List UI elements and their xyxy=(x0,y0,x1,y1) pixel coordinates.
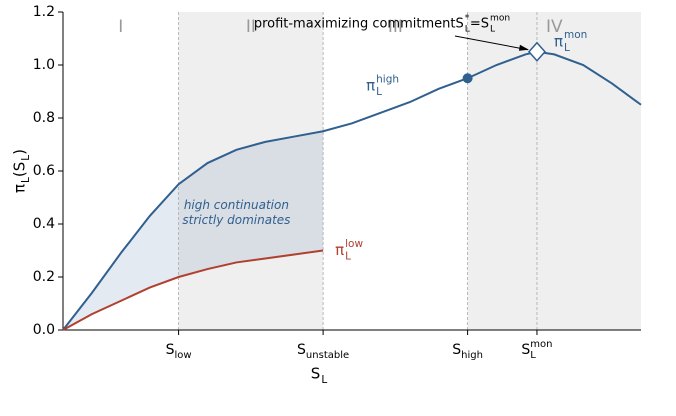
fill-note: strictly dominates xyxy=(182,213,290,227)
x-axis-title-part: L xyxy=(321,374,327,386)
y-axis-title-part: S xyxy=(11,162,29,172)
fill-note: high continuation xyxy=(184,198,289,212)
y-axis-title-part: ( xyxy=(11,171,29,177)
annotation-part: L xyxy=(490,25,496,35)
region-label: II xyxy=(246,17,256,37)
series-line xyxy=(62,50,642,331)
annotation-part: S xyxy=(455,17,463,32)
marker-label-part: π xyxy=(554,32,563,50)
x-tick-label-part: S xyxy=(297,342,306,358)
annotation-part: mon xyxy=(490,14,510,24)
x-tick-label-part: S xyxy=(452,342,461,358)
marker-label-part: mon xyxy=(564,29,587,41)
series-label-part: low xyxy=(345,238,363,250)
series-label-part: high xyxy=(376,73,399,85)
marker xyxy=(527,41,546,62)
x-tick-label-part: high xyxy=(461,350,483,361)
series-label-part: L xyxy=(345,251,351,263)
y-tick-label: 0.0 xyxy=(33,322,55,338)
y-tick-label: 0.6 xyxy=(33,163,55,179)
y-tick-label: 1.0 xyxy=(33,57,55,73)
y-tick-label: 0.8 xyxy=(33,110,55,126)
x-tick-label-part: L xyxy=(530,350,536,361)
x-tick-label-part: low xyxy=(175,350,192,361)
region-shade xyxy=(467,12,641,330)
y-tick-label: 0.2 xyxy=(33,269,55,285)
y-tick-label: 1.2 xyxy=(33,4,55,20)
y-axis-title: πL(SL) xyxy=(11,149,33,193)
x-tick-label-part: S xyxy=(521,342,530,358)
marker xyxy=(462,73,473,84)
y-axis-title-part: ) xyxy=(11,149,29,155)
annotation-arrowhead xyxy=(518,44,529,51)
annotation-part: L xyxy=(465,25,471,35)
y-axis-title-part: L xyxy=(20,155,32,161)
y-axis-title-part: π xyxy=(11,184,29,193)
y-axis-title-part: L xyxy=(20,177,32,183)
series-label-part: π xyxy=(366,77,375,95)
x-tick-label-part: unstable xyxy=(306,350,349,361)
region-label: III xyxy=(388,17,403,37)
x-tick-label-part: mon xyxy=(530,339,552,350)
series-label-part: L xyxy=(376,86,382,98)
x-axis-title-part: S xyxy=(311,365,321,383)
dominance-fill xyxy=(178,131,324,277)
y-tick-label: 0.4 xyxy=(33,216,55,232)
x-tick-label-part: S xyxy=(166,342,175,358)
annotation-arrow xyxy=(454,35,529,51)
annotation-part: profit-maximizing commitment xyxy=(254,17,456,32)
annotation-part: * xyxy=(465,14,470,24)
series-line xyxy=(62,249,324,331)
region-label: IV xyxy=(546,17,563,37)
annotation-part: S xyxy=(481,17,489,32)
marker-label-part: L xyxy=(564,42,570,54)
annotation-part: = xyxy=(470,17,481,32)
region-label: I xyxy=(118,17,123,37)
series-label-part: π xyxy=(335,241,344,259)
